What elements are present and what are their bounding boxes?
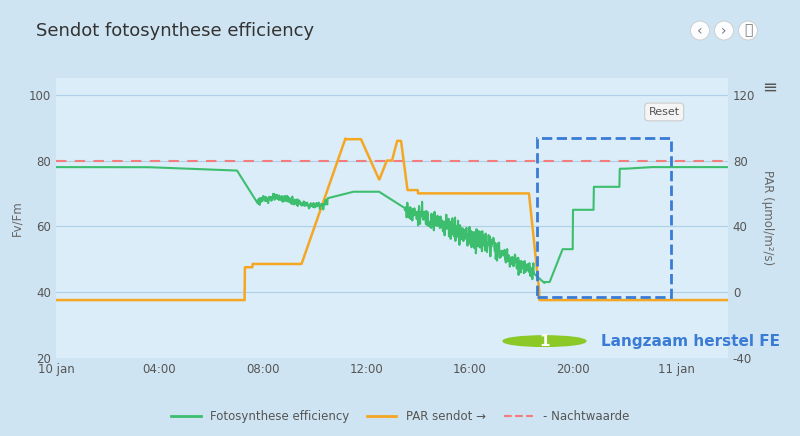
Y-axis label: Fv/Fm: Fv/Fm — [10, 200, 23, 236]
Text: ⓘ: ⓘ — [744, 24, 752, 37]
Text: Reset: Reset — [649, 107, 680, 117]
Text: ›: › — [722, 24, 726, 37]
Legend: Fotosynthese efficiency, PAR sendot →, - Nachtwaarde: Fotosynthese efficiency, PAR sendot →, -… — [166, 405, 634, 428]
Circle shape — [503, 336, 586, 346]
Text: ≡: ≡ — [762, 78, 777, 96]
Bar — [537, 138, 671, 297]
Y-axis label: PAR (µmol/m²/s): PAR (µmol/m²/s) — [761, 170, 774, 266]
Text: Langzaam herstel FE: Langzaam herstel FE — [602, 334, 780, 349]
Text: Sendot fotosynthese efficiency: Sendot fotosynthese efficiency — [36, 22, 314, 40]
Text: ‹: ‹ — [697, 24, 703, 37]
Text: 1: 1 — [539, 334, 550, 349]
